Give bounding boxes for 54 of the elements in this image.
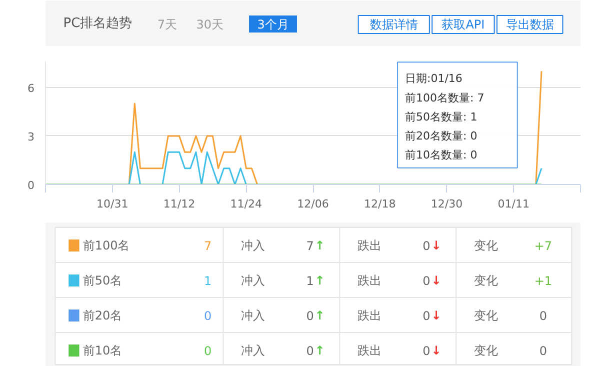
text: 0↓: [422, 238, 442, 253]
text: 30天: [196, 18, 224, 32]
text: 变化: [474, 274, 498, 288]
text: 0↑: [306, 308, 325, 323]
legend-label: 前20名: [82, 308, 122, 322]
text: 变化: [474, 238, 498, 252]
text: 0↓: [422, 344, 442, 358]
text: 冲入: [241, 238, 266, 252]
text: 变化: [474, 344, 498, 358]
chart-title: PC排名趋势: [63, 16, 132, 31]
legend-label: 前100名: [82, 238, 130, 252]
annotation: 前10名数量: 0: [405, 148, 478, 162]
text: 3个月: [257, 18, 289, 32]
text: 获取API: [442, 18, 485, 32]
text: 0↓: [422, 308, 442, 323]
x-tick-label: 11/24: [230, 198, 262, 210]
text: +1: [534, 274, 552, 288]
text: 0↓: [422, 274, 442, 288]
text: 跌出: [357, 344, 382, 358]
text: +7: [534, 239, 552, 253]
legend-label: 前10名: [82, 344, 122, 358]
annotation: 前20名数量: 0: [405, 129, 478, 142]
text: 冲入: [241, 308, 266, 322]
text: 冲入: [241, 274, 266, 288]
text: 0↑: [306, 344, 325, 358]
text: 1: [204, 274, 212, 288]
annotation: 前100名数量: 7: [405, 91, 484, 104]
legend-label: 前50名: [82, 274, 122, 288]
text: 0: [539, 309, 547, 323]
text: 导出数据: [506, 18, 554, 32]
x-tick-label: 10/31: [96, 198, 128, 210]
annotation: 日期:01/16: [405, 72, 462, 86]
text: 0: [204, 309, 212, 323]
x-tick-label: 01/11: [498, 198, 530, 210]
text: 冲入: [241, 344, 266, 358]
text: 数据详情: [370, 18, 418, 32]
x-tick-label: 11/12: [163, 198, 196, 210]
text: 1↑: [306, 274, 325, 288]
text: 7天: [157, 18, 178, 32]
text: 0: [204, 344, 212, 358]
y-tick-label: 0: [28, 179, 34, 192]
text: 7↑: [306, 238, 325, 253]
text: 跌出: [357, 308, 382, 322]
x-tick-label: 12/06: [297, 198, 329, 210]
annotation: 前50名数量: 1: [405, 110, 478, 124]
text: 跌出: [357, 238, 382, 252]
text: 0: [539, 344, 547, 358]
text: 跌出: [357, 274, 382, 288]
x-tick-label: 12/30: [430, 198, 463, 210]
text: 7: [204, 239, 212, 253]
y-tick-label: 6: [28, 82, 34, 95]
y-tick-label: 3: [28, 130, 34, 144]
x-tick-label: 12/18: [364, 198, 396, 210]
text: 变化: [474, 308, 498, 322]
